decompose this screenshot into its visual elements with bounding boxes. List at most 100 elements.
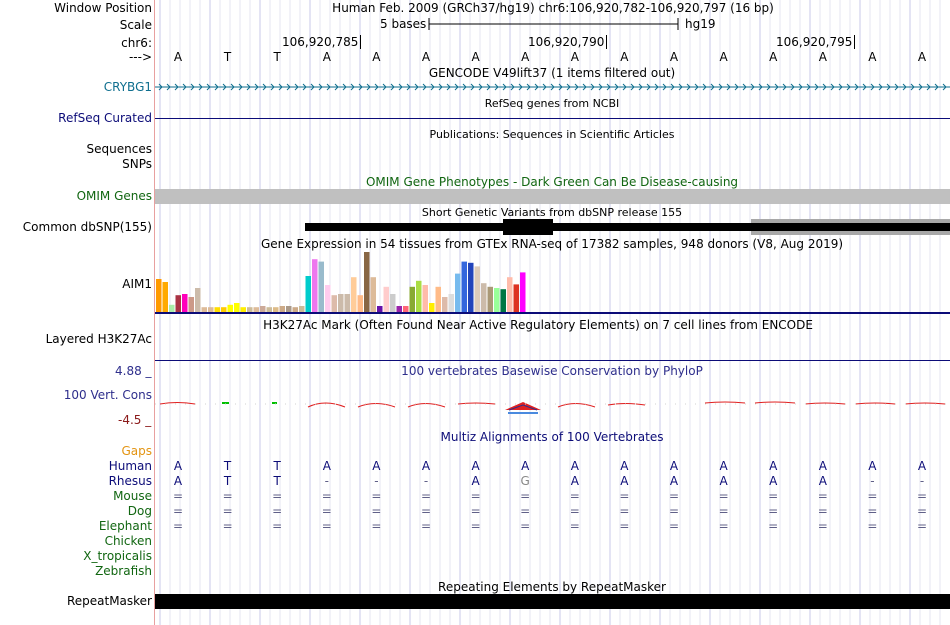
strand-chevron xyxy=(646,83,651,91)
strand-chevron xyxy=(262,83,267,91)
multiz-species-label[interactable]: Zebrafish xyxy=(95,564,152,578)
omim-feature-bar[interactable] xyxy=(155,189,950,204)
multiz-species-label[interactable]: Mouse xyxy=(113,489,152,503)
sequence-base: T xyxy=(223,50,232,64)
gtex-bar-chart[interactable] xyxy=(155,252,535,312)
conservation-ymax: 4.88 _ xyxy=(115,364,152,378)
multiz-gaps-label[interactable]: Gaps xyxy=(121,444,152,458)
multiz-species-label[interactable]: Chicken xyxy=(104,534,152,548)
dbsnp-track-label[interactable]: Common dbSNP(155) xyxy=(22,220,152,234)
strand-chevron xyxy=(798,83,803,91)
strand-chevron xyxy=(550,83,555,91)
gtex-tissue-bar xyxy=(162,282,168,312)
multiz-aligned-base: = xyxy=(420,519,432,533)
gtex-tissue-bar xyxy=(448,294,454,312)
gtex-tissue-bar xyxy=(234,303,240,312)
refseq-track-title[interactable]: RefSeq genes from NCBI xyxy=(484,97,620,110)
publications-label-line2[interactable]: SNPs xyxy=(122,157,152,171)
multiz-aligned-base: = xyxy=(718,489,729,503)
strand-chevron xyxy=(750,83,755,91)
gtex-tissue-bar xyxy=(435,286,441,312)
multiz-aligned-base: A xyxy=(620,459,629,473)
strand-arrow: ---> xyxy=(128,50,152,64)
strand-chevron xyxy=(414,83,419,91)
strand-chevron xyxy=(518,83,523,91)
gencode-gene-label[interactable]: CRYBG1 xyxy=(103,80,152,94)
strand-chevron xyxy=(942,83,947,91)
dbsnp-variant-gray-top[interactable] xyxy=(751,219,950,223)
multiz-species-label[interactable]: X_tropicalis xyxy=(83,549,152,563)
multiz-aligned-base: = xyxy=(668,519,680,533)
strand-chevron xyxy=(358,83,363,91)
gtex-tissue-bar xyxy=(221,307,227,312)
dbsnp-track-title[interactable]: Short Genetic Variants from dbSNP releas… xyxy=(421,206,683,219)
strand-chevron xyxy=(238,83,243,91)
refseq-track-label[interactable]: RefSeq Curated xyxy=(58,111,152,125)
refseq-gene-line[interactable] xyxy=(155,118,950,119)
multiz-species-label[interactable]: Rhesus xyxy=(108,474,152,488)
gtex-tissue-bar xyxy=(364,252,370,312)
strand-chevron xyxy=(606,83,611,91)
publications-label-line1[interactable]: Sequences xyxy=(86,142,152,156)
multiz-aligned-base: - xyxy=(870,474,875,488)
window-position-label: Window Position xyxy=(54,1,152,15)
multiz-aligned-base: = xyxy=(867,504,878,518)
multiz-aligned-base: = xyxy=(718,504,729,518)
strand-chevron xyxy=(734,83,739,91)
strand-chevron xyxy=(926,83,931,91)
strand-chevron xyxy=(894,83,899,91)
dbsnp-variant-thick[interactable] xyxy=(503,219,553,235)
multiz-aligned-base: A xyxy=(471,474,480,488)
strand-chevron xyxy=(374,83,379,91)
multiz-aligned-base: A xyxy=(868,459,877,473)
multiz-aligned-base: A xyxy=(372,459,381,473)
gencode-track-title[interactable]: GENCODE V49lift37 (1 items filtered out) xyxy=(428,66,676,80)
multiz-species-label[interactable]: Dog xyxy=(127,504,152,518)
gencode-gene-feature[interactable] xyxy=(155,80,950,94)
strand-chevron xyxy=(534,83,539,91)
repeatmasker-feature-bar[interactable] xyxy=(155,594,950,609)
sequence-base: A xyxy=(917,50,927,64)
strand-chevron xyxy=(598,83,603,91)
gtex-tissue-bar xyxy=(344,294,350,312)
strand-chevron xyxy=(214,83,219,91)
multiz-aligned-base: = xyxy=(817,504,828,518)
multiz-track-title[interactable]: Multiz Alignments of 100 Vertebrates xyxy=(440,430,664,444)
gtex-tissue-bar xyxy=(331,295,337,312)
multiz-species-label[interactable]: Human xyxy=(108,459,152,473)
gtex-tissue-bar xyxy=(468,262,474,312)
h3k27ac-track-label[interactable]: Layered H3K27Ac xyxy=(45,332,152,346)
gtex-tissue-bar xyxy=(208,307,214,312)
strand-chevron xyxy=(702,83,707,91)
conservation-track-label[interactable]: 100 Vert. Cons xyxy=(63,388,152,402)
strand-chevron xyxy=(710,83,715,91)
window-position-value[interactable]: Human Feb. 2009 (GRCh37/hg19) chr6:106,9… xyxy=(332,1,774,15)
multiz-aligned-base: A xyxy=(173,474,183,488)
strand-chevron xyxy=(782,83,787,91)
omim-track-label[interactable]: OMIM Genes xyxy=(76,189,152,203)
h3k27ac-track-title[interactable]: H3K27Ac Mark (Often Found Near Active Re… xyxy=(263,318,813,332)
dbsnp-variant-bar[interactable] xyxy=(305,223,950,231)
multiz-species-label[interactable]: Elephant xyxy=(98,519,152,533)
sequence-base: A xyxy=(173,50,183,64)
publications-track-title[interactable]: Publications: Sequences in Scientific Ar… xyxy=(429,128,675,141)
strand-chevron xyxy=(526,83,531,91)
gtex-tissue-bar xyxy=(299,306,305,312)
conservation-track-title[interactable]: 100 vertebrates Basewise Conservation by… xyxy=(401,364,703,378)
strand-chevron xyxy=(286,83,291,91)
repeatmasker-track-label[interactable]: RepeatMasker xyxy=(66,594,152,608)
multiz-aligned-base: = xyxy=(817,519,828,533)
dbsnp-variant-gray-bottom[interactable] xyxy=(751,231,950,235)
scale-bar xyxy=(428,18,679,30)
gtex-track-title[interactable]: Gene Expression in 54 tissues from GTEx … xyxy=(260,237,844,251)
strand-chevron xyxy=(566,83,571,91)
strand-chevron xyxy=(422,83,427,91)
gtex-tissue-bar xyxy=(312,259,318,312)
gtex-tissue-bar xyxy=(286,306,292,312)
repeatmasker-track-title[interactable]: Repeating Elements by RepeatMasker xyxy=(438,580,666,594)
multiz-aligned-base: A xyxy=(620,474,629,488)
multiz-aligned-base: - xyxy=(324,474,329,488)
conservation-signal[interactable] xyxy=(155,396,950,420)
gtex-track-label[interactable]: AIM1 xyxy=(122,277,152,291)
omim-track-title[interactable]: OMIM Gene Phenotypes - Dark Green Can Be… xyxy=(365,175,739,189)
